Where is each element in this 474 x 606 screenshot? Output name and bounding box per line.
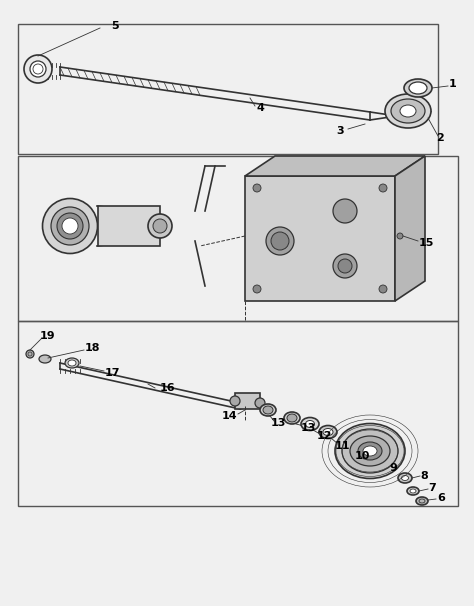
Ellipse shape	[271, 232, 289, 250]
Polygon shape	[395, 156, 425, 301]
Bar	[235, 393, 260, 409]
Ellipse shape	[263, 406, 273, 414]
Ellipse shape	[287, 414, 297, 422]
Ellipse shape	[333, 254, 357, 278]
Ellipse shape	[301, 418, 319, 430]
Text: 18: 18	[84, 343, 100, 353]
Ellipse shape	[68, 360, 76, 366]
Ellipse shape	[230, 396, 240, 406]
Ellipse shape	[253, 285, 261, 293]
Text: 5: 5	[111, 21, 119, 31]
Ellipse shape	[410, 489, 416, 493]
Ellipse shape	[255, 398, 265, 408]
Ellipse shape	[266, 227, 294, 255]
Ellipse shape	[391, 99, 425, 123]
Ellipse shape	[153, 219, 167, 233]
Text: 11: 11	[334, 441, 350, 451]
Ellipse shape	[363, 446, 377, 456]
Ellipse shape	[43, 199, 98, 253]
Ellipse shape	[39, 355, 51, 363]
Ellipse shape	[400, 105, 416, 117]
Ellipse shape	[397, 233, 403, 239]
Ellipse shape	[407, 487, 419, 495]
Ellipse shape	[339, 436, 357, 448]
Bar	[98, 206, 160, 246]
Ellipse shape	[416, 497, 428, 505]
Ellipse shape	[350, 436, 390, 466]
Text: 6: 6	[437, 493, 445, 503]
Bar	[18, 24, 438, 154]
Ellipse shape	[57, 213, 83, 239]
Ellipse shape	[62, 218, 78, 234]
Ellipse shape	[369, 453, 381, 462]
Ellipse shape	[260, 404, 276, 416]
Bar	[18, 156, 458, 321]
Ellipse shape	[398, 473, 412, 483]
Ellipse shape	[358, 442, 382, 460]
Text: 17: 17	[104, 368, 120, 378]
Ellipse shape	[306, 421, 315, 427]
Text: 7: 7	[428, 483, 436, 493]
Ellipse shape	[343, 439, 353, 445]
Text: 8: 8	[420, 471, 428, 481]
Bar	[18, 321, 458, 506]
Text: 15: 15	[419, 238, 434, 248]
Ellipse shape	[409, 82, 427, 94]
Ellipse shape	[385, 94, 431, 128]
Ellipse shape	[65, 358, 79, 368]
Text: 19: 19	[40, 331, 56, 341]
Text: 13: 13	[270, 418, 286, 428]
Ellipse shape	[379, 285, 387, 293]
Text: 14: 14	[222, 411, 238, 421]
Ellipse shape	[148, 214, 172, 238]
Ellipse shape	[30, 61, 46, 77]
Ellipse shape	[379, 184, 387, 192]
Ellipse shape	[253, 184, 261, 192]
Ellipse shape	[365, 451, 385, 465]
Ellipse shape	[323, 428, 333, 436]
Ellipse shape	[24, 55, 52, 83]
Ellipse shape	[338, 259, 352, 273]
Ellipse shape	[335, 424, 405, 479]
Ellipse shape	[401, 476, 409, 481]
Text: 2: 2	[436, 133, 444, 143]
Text: 10: 10	[354, 451, 370, 461]
Ellipse shape	[404, 79, 432, 97]
Ellipse shape	[319, 425, 337, 439]
Text: 3: 3	[336, 126, 344, 136]
Text: 1: 1	[449, 79, 457, 89]
Ellipse shape	[26, 350, 34, 358]
Text: 9: 9	[389, 463, 397, 473]
Text: 4: 4	[256, 103, 264, 113]
Text: 13: 13	[301, 423, 316, 433]
Bar	[245, 176, 395, 301]
Ellipse shape	[284, 412, 300, 424]
Text: 16: 16	[160, 383, 176, 393]
Ellipse shape	[333, 199, 357, 223]
Polygon shape	[245, 156, 425, 176]
Ellipse shape	[342, 429, 398, 473]
Ellipse shape	[51, 207, 89, 245]
Text: 12: 12	[316, 431, 332, 441]
